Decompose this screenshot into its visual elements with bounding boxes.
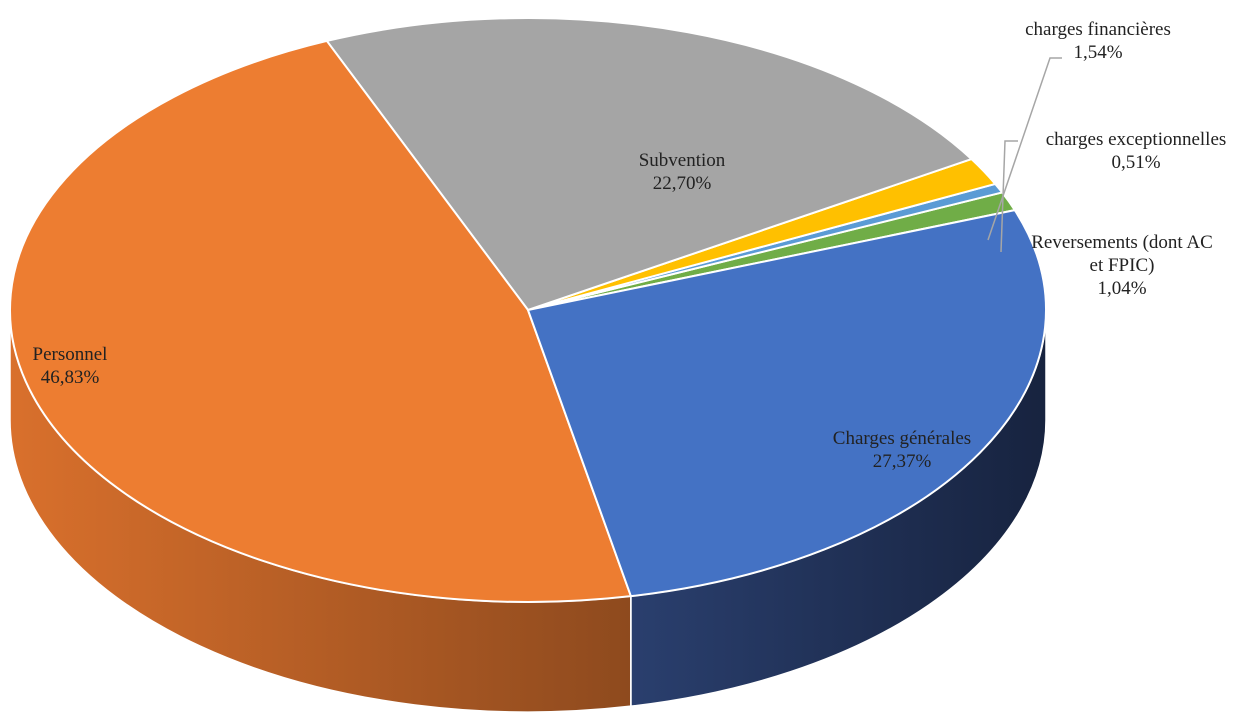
- slice-label-reversements-dont-ac-et-fpic: et FPIC): [1090, 255, 1155, 276]
- pie-slice-personnel: [9, 39, 632, 603]
- slice-value-charges-financieres: 1,54%: [1073, 42, 1122, 63]
- slice-value-reversements-dont-ac-et-fpic: 1,04%: [1097, 278, 1146, 299]
- pie-slice-charges-generales: [527, 209, 1047, 598]
- pie-slice-subvention: [325, 17, 973, 311]
- slice-value-subvention: 22,70%: [653, 173, 712, 194]
- leader-line-charges-financieres: [987, 57, 1062, 241]
- slice-value-charges-exceptionnelles: 0,51%: [1111, 152, 1160, 173]
- slice-label-personnel: Personnel: [33, 344, 108, 365]
- slice-label-charges-generales: Charges générales: [833, 428, 971, 449]
- slice-value-personnel: 46,83%: [41, 367, 100, 388]
- slice-label-reversements-dont-ac-et-fpic: Reversements (dont AC: [1031, 232, 1213, 253]
- leader-line-charges-exceptionnelles: [1000, 140, 1018, 253]
- slice-label-charges-financieres: charges financières: [1025, 19, 1171, 40]
- slice-label-charges-exceptionnelles: charges exceptionnelles: [1046, 129, 1227, 150]
- slice-value-charges-generales: 27,37%: [873, 451, 932, 472]
- pie-top-layer: [9, 17, 1047, 603]
- slice-label-subvention: Subvention: [639, 150, 726, 171]
- leader-lines: [987, 57, 1062, 253]
